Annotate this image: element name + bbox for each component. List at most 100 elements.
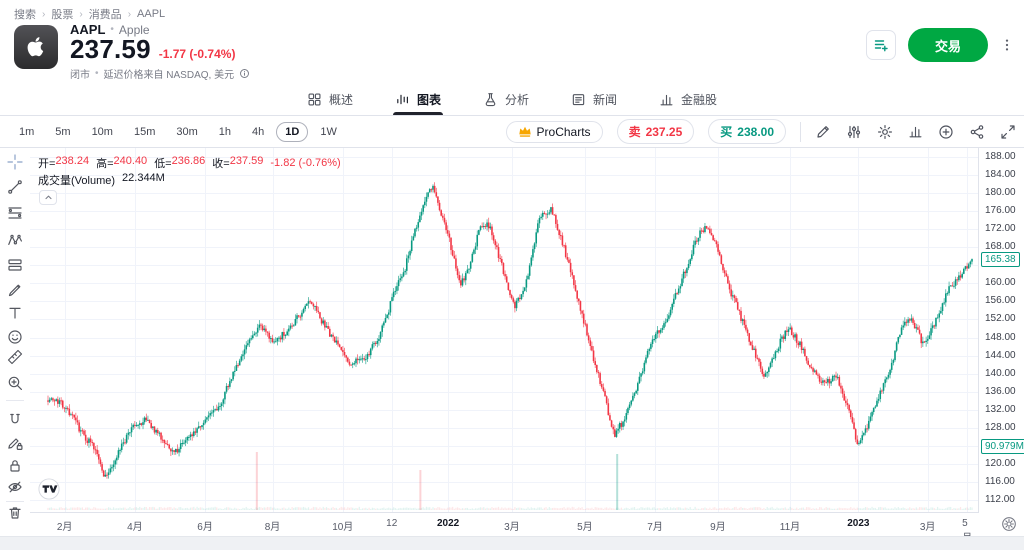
procharts-button[interactable]: ProCharts bbox=[505, 120, 603, 143]
time-axis-label: 5月 bbox=[577, 522, 593, 533]
fib-retracement-icon[interactable] bbox=[7, 205, 23, 221]
time-axis-label: 7月 bbox=[647, 522, 663, 533]
current-price: 237.59 bbox=[70, 34, 151, 64]
axis-settings-icon[interactable] bbox=[1001, 516, 1017, 532]
time-axis-label: 10月 bbox=[332, 522, 354, 533]
price-axis-label: 148.00 bbox=[985, 331, 1016, 343]
tab-分析[interactable]: 分析 bbox=[481, 84, 531, 115]
separator-dot: • bbox=[95, 68, 99, 79]
legend-collapse-button[interactable] bbox=[39, 190, 57, 205]
crosshair-icon[interactable] bbox=[7, 154, 23, 170]
timeframe-10m[interactable]: 10m bbox=[91, 125, 113, 138]
tab-新闻[interactable]: 新闻 bbox=[569, 84, 619, 115]
time-axis-label: 3月 bbox=[919, 522, 936, 533]
long-position-icon[interactable] bbox=[7, 257, 23, 273]
price-axis-label: 120.00 bbox=[985, 457, 1016, 469]
chart-toolbar-right: ProCharts 卖 237.25 买 238.00 bbox=[505, 116, 1016, 147]
tab-label: 分析 bbox=[504, 93, 529, 107]
add-to-watchlist-button[interactable] bbox=[866, 30, 896, 60]
ohlc-value: 237.59 bbox=[229, 155, 264, 167]
breadcrumb-item-搜索[interactable]: 搜索 bbox=[14, 9, 36, 21]
magnet-icon[interactable] bbox=[7, 412, 23, 428]
company-name: Apple bbox=[118, 22, 150, 37]
share-icon[interactable] bbox=[969, 124, 985, 140]
timeframe-1D[interactable]: 1D bbox=[276, 121, 309, 142]
info-icon[interactable] bbox=[239, 68, 250, 79]
emoji-icon[interactable] bbox=[7, 329, 23, 345]
remove-drawings-icon[interactable] bbox=[7, 505, 23, 521]
tradingview-logo[interactable] bbox=[38, 478, 60, 500]
news-icon bbox=[571, 92, 586, 107]
breadcrumb: 搜索 › 股票 › 消费品 › AAPL bbox=[14, 6, 165, 22]
legend-change: -1.82 (-0.76%) bbox=[270, 157, 341, 169]
price-axis-label: 152.00 bbox=[985, 313, 1016, 325]
time-axis-label: 12 bbox=[386, 518, 398, 529]
timeframe-1W[interactable]: 1W bbox=[320, 125, 337, 138]
compare-icon[interactable] bbox=[938, 124, 954, 140]
chart-toolbar: 1m 5m 10m 15m 30m 1h 4h 1D 1W ProCharts 卖 237.25… bbox=[0, 116, 1024, 148]
time-axis[interactable]: 2月4月6月8月10月1220223月5月7月9月11月20233月5月 bbox=[30, 513, 978, 544]
time-axis-label: 2月 bbox=[56, 522, 73, 533]
tab-金融股[interactable]: 金融股 bbox=[657, 84, 719, 115]
time-axis-label: 4月 bbox=[127, 522, 143, 533]
chart-action-icons bbox=[815, 124, 1016, 140]
volume-axis-label: 90.979M bbox=[981, 439, 1024, 454]
sell-price: 237.25 bbox=[645, 124, 683, 139]
tab-label: 金融股 bbox=[681, 93, 718, 107]
hide-drawings-icon[interactable] bbox=[7, 479, 23, 495]
fullscreen-icon[interactable] bbox=[1000, 124, 1016, 140]
time-axis-label: 3月 bbox=[504, 522, 520, 533]
brush-icon[interactable] bbox=[7, 282, 23, 298]
time-axis-label: 2023 bbox=[847, 518, 870, 529]
toolbar-divider bbox=[6, 400, 24, 401]
price-axis-label: 140.00 bbox=[985, 367, 1016, 379]
bottom-strip bbox=[0, 536, 1024, 550]
price-axis[interactable]: 188.00184.00180.00176.00172.00168.00164.… bbox=[978, 148, 1024, 512]
timeframe-5m[interactable]: 5m bbox=[55, 125, 71, 138]
volume-label: 成交量(Volume) bbox=[38, 175, 116, 187]
data-source-note: 延迟价格来自 NASDAQ, 美元 bbox=[103, 70, 235, 81]
buy-button[interactable]: 买 238.00 bbox=[708, 119, 786, 144]
breadcrumb-item-消费品[interactable]: 消费品 bbox=[88, 9, 122, 21]
ohlc-label: 高= bbox=[96, 158, 114, 170]
tab-概述[interactable]: 概述 bbox=[305, 84, 355, 115]
breadcrumb-item-股票[interactable]: 股票 bbox=[51, 9, 74, 21]
more-menu-icon[interactable] bbox=[1000, 37, 1014, 53]
candlestick-chart[interactable] bbox=[30, 148, 978, 512]
draw-icon[interactable] bbox=[815, 124, 831, 140]
apple-logo-icon bbox=[24, 35, 48, 59]
price-axis-label: 180.00 bbox=[985, 187, 1016, 199]
breadcrumb-item-AAPL[interactable]: AAPL bbox=[137, 8, 166, 20]
tab-label: 概述 bbox=[328, 93, 353, 107]
volume-legend: 成交量(Volume) 22.344M bbox=[38, 172, 165, 188]
last-price-axis-label: 165.38 bbox=[981, 252, 1020, 268]
settings-icon[interactable] bbox=[877, 124, 893, 140]
lock-drawings-icon[interactable] bbox=[7, 458, 23, 474]
trade-button[interactable]: 交易 bbox=[908, 28, 988, 62]
price-axis-label: 160.00 bbox=[985, 277, 1016, 289]
price-axis-label: 184.00 bbox=[985, 169, 1016, 181]
pattern-icon[interactable] bbox=[7, 232, 23, 248]
ruler-icon[interactable] bbox=[7, 349, 23, 365]
indicators-icon[interactable] bbox=[846, 124, 862, 140]
timeframe-1h[interactable]: 1h bbox=[218, 125, 232, 138]
text-icon[interactable] bbox=[7, 305, 23, 321]
trend-line-icon[interactable] bbox=[7, 179, 23, 195]
sell-button[interactable]: 卖 237.25 bbox=[616, 119, 695, 144]
financials-icon[interactable] bbox=[908, 124, 923, 139]
grid-icon bbox=[307, 92, 322, 107]
timeframe-4h[interactable]: 4h bbox=[252, 125, 265, 138]
timeframe-15m[interactable]: 15m bbox=[133, 125, 156, 138]
drawing-mode-lock-icon[interactable] bbox=[7, 435, 23, 451]
price-axis-label: 116.00 bbox=[985, 475, 1015, 487]
timeframe-30m[interactable]: 30m bbox=[176, 125, 198, 138]
zoom-in-icon[interactable] bbox=[7, 375, 23, 391]
tab-label: 新闻 bbox=[593, 93, 618, 107]
time-axis-label: 2022 bbox=[436, 518, 460, 529]
tab-图表[interactable]: 图表 bbox=[392, 84, 443, 115]
ohlc-value: 238.24 bbox=[55, 155, 90, 167]
symbol-logo bbox=[14, 25, 58, 69]
buy-price: 238.00 bbox=[737, 124, 774, 139]
timeframe-1m[interactable]: 1m bbox=[19, 125, 35, 138]
